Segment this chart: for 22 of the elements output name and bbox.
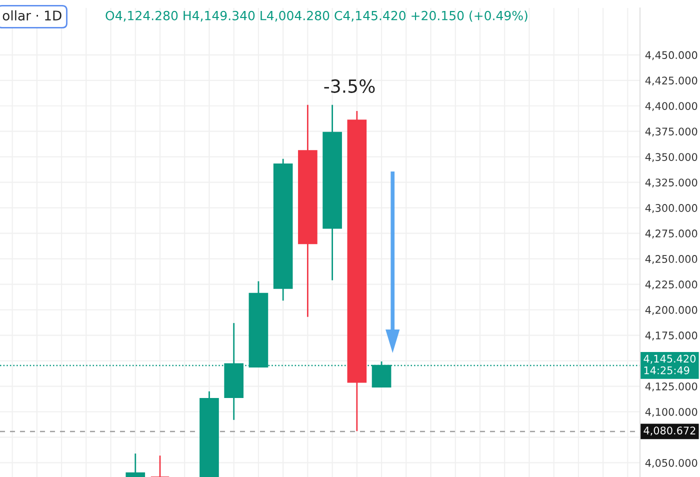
- ref-line-label: 4,080.672: [644, 426, 696, 436]
- y-tick-label: 4,175.000: [645, 332, 698, 340]
- y-tick-label: 4,125.000: [645, 382, 698, 392]
- y-tick-label: 4,425.000: [645, 76, 698, 86]
- chart-title: ollar · 1D: [2, 10, 62, 21]
- annotation: -3.5%: [324, 79, 375, 93]
- y-tick-label: 4,050.000: [645, 458, 698, 468]
- y-tick-label: 4,300.000: [645, 204, 698, 214]
- annotation: O4,124.280 H4,149.340 L4,004.280 C4,145.420 +20.150 (+0.49%): [106, 10, 528, 22]
- y-tick-label: 4,325.000: [645, 178, 698, 188]
- y-tick-label: 4,225.000: [645, 280, 698, 290]
- y-tick-label: 4,375.000: [645, 128, 698, 137]
- y-tick-label: 4,450.000: [645, 51, 698, 60]
- y-tick-label: 4,100.000: [645, 408, 698, 417]
- y-tick-label: 4,200.000: [645, 306, 698, 315]
- ref-line-label: 4,145.420 14:25:49: [644, 354, 696, 374]
- candlestick: [126, 452, 146, 477]
- y-tick-label: 4,275.000: [645, 230, 698, 238]
- y-tick-label: 4,400.000: [645, 102, 698, 112]
- y-tick-label: 4,250.000: [645, 255, 698, 264]
- y-tick-label: 4,350.000: [645, 153, 698, 162]
- candlestick: [150, 454, 170, 477]
